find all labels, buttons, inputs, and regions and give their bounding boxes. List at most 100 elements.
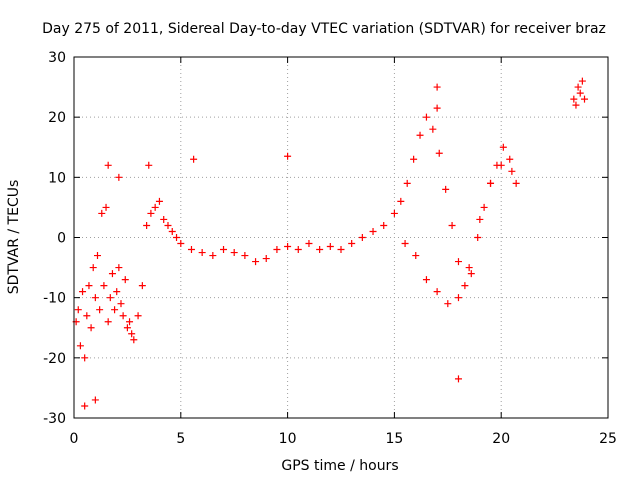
data-point <box>467 270 475 278</box>
data-point <box>412 252 420 260</box>
y-tick-label: -20 <box>43 351 66 367</box>
data-point <box>578 77 586 85</box>
data-point <box>487 179 495 187</box>
data-point <box>454 294 462 302</box>
data-point <box>96 306 104 314</box>
data-point <box>102 203 110 211</box>
data-point <box>433 83 441 91</box>
y-tick-label: -10 <box>43 291 66 307</box>
data-point <box>91 396 99 404</box>
data-point <box>435 149 443 157</box>
data-point <box>416 131 424 139</box>
data-point <box>164 221 172 229</box>
data-point <box>461 282 469 290</box>
data-point <box>151 203 159 211</box>
data-point <box>422 113 430 121</box>
data-point <box>429 125 437 133</box>
x-axis-label: GPS time / hours <box>281 458 398 474</box>
data-point <box>403 179 411 187</box>
data-point <box>100 282 108 290</box>
data-point <box>369 227 377 235</box>
x-tick-label: 20 <box>492 431 510 447</box>
data-point <box>499 143 507 151</box>
data-point <box>380 221 388 229</box>
data-point <box>422 276 430 284</box>
data-point <box>87 324 95 332</box>
data-point <box>570 95 578 103</box>
x-tick-label: 5 <box>176 431 185 447</box>
data-point <box>476 215 484 223</box>
axis-ticks: 0 5 10 15 20 25 -30 -20 -10 0 10 20 30 <box>43 50 617 447</box>
data-point <box>177 240 185 248</box>
data-point <box>326 243 334 251</box>
x-tick-label: 15 <box>385 431 403 447</box>
data-point <box>115 264 123 272</box>
y-tick-label: 0 <box>57 231 66 247</box>
data-point <box>465 264 473 272</box>
data-point <box>390 209 398 217</box>
data-point <box>76 342 84 350</box>
data-point <box>581 95 589 103</box>
data-point <box>209 252 217 260</box>
data-point <box>444 300 452 308</box>
data-point <box>89 264 97 272</box>
data-point <box>134 312 142 320</box>
data-point <box>117 300 125 308</box>
data-point <box>358 234 366 241</box>
data-point <box>130 336 138 344</box>
data-point <box>85 282 93 290</box>
data-point <box>123 324 131 332</box>
data-point <box>119 312 127 320</box>
data-point <box>442 185 450 193</box>
data-point <box>506 155 514 163</box>
data-point <box>348 240 356 248</box>
data-point <box>145 161 153 169</box>
data-point <box>115 173 123 181</box>
data-point <box>474 234 482 241</box>
data-point <box>104 161 112 169</box>
y-tick-label: 30 <box>48 50 66 66</box>
data-point <box>143 221 151 229</box>
y-tick-label: 20 <box>48 110 66 126</box>
data-point <box>190 155 198 163</box>
data-point <box>433 288 441 296</box>
data-point <box>81 402 89 410</box>
data-point <box>284 243 292 251</box>
data-point <box>574 83 582 91</box>
data-point <box>241 252 249 260</box>
data-point <box>138 282 146 290</box>
data-point <box>168 227 176 235</box>
data-point <box>576 89 584 97</box>
data-point <box>98 209 106 217</box>
data-point <box>273 246 281 254</box>
data-point <box>397 197 405 205</box>
data-point <box>128 330 136 338</box>
data-point <box>81 354 89 362</box>
data-point <box>220 246 228 254</box>
data-point <box>147 209 155 217</box>
data-point <box>91 294 99 302</box>
data-point <box>294 246 302 254</box>
data-point <box>93 252 101 260</box>
data-point <box>104 318 112 326</box>
grid <box>74 57 608 418</box>
x-tick-label: 25 <box>599 431 617 447</box>
data-point <box>121 276 129 284</box>
data-point <box>401 240 409 248</box>
data-point <box>433 104 441 112</box>
data-point <box>113 288 121 296</box>
y-tick-label: -30 <box>43 411 66 427</box>
data-point <box>454 258 462 266</box>
data-points <box>72 77 589 410</box>
data-point <box>337 246 345 254</box>
data-point <box>305 240 313 248</box>
data-point <box>448 221 456 229</box>
data-point <box>316 246 324 254</box>
data-point <box>126 318 134 326</box>
data-point <box>111 306 119 314</box>
data-point <box>410 155 418 163</box>
data-point <box>262 255 270 263</box>
data-point <box>480 203 488 211</box>
data-point <box>155 197 163 205</box>
